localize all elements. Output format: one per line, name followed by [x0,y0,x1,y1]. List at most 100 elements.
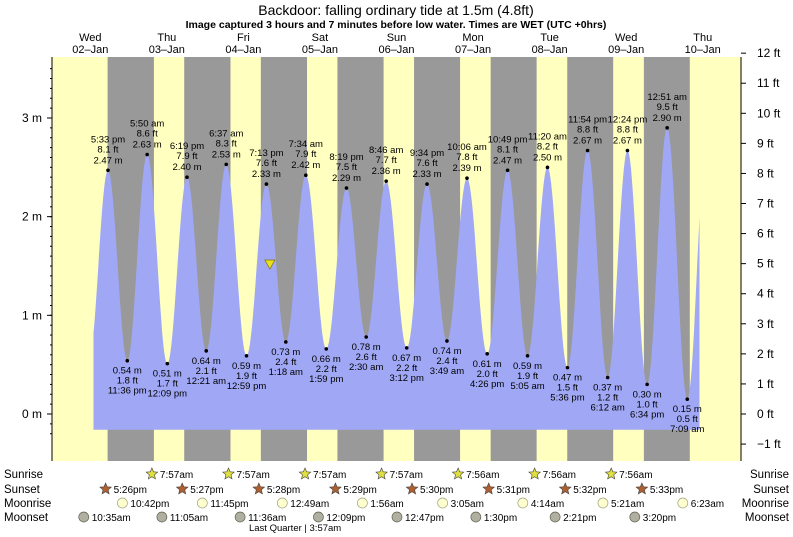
extreme-time: 5:50 am [130,118,164,129]
right-tick-label: 6 ft [757,227,774,241]
row-label-right-moonset: Moonset [745,512,790,524]
extreme-point [465,176,469,180]
moonrise-icon [677,497,689,509]
extreme-point [645,382,649,387]
day-name: Fri [237,32,250,44]
moonset-icon [549,511,561,523]
extreme-time: 6:37 am [209,128,243,139]
extreme-time: 12:51 am [647,92,687,103]
sunset-icon [99,482,113,495]
extreme-point [605,375,610,380]
extreme-ft: 2.0 ft [477,369,498,380]
extreme-time: 11:36 pm [108,386,147,397]
right-tick-label: 11 ft [757,76,780,90]
extreme-point [304,173,308,178]
extreme-ft: 7.9 ft [176,151,197,162]
right-tick-label: 5 ft [757,257,774,271]
right-tick-label: 10 ft [757,106,781,120]
extreme-time: 6:12 am [591,402,625,413]
extreme-time: 7:13 pm [249,148,283,159]
extreme-point [425,182,429,186]
sunset-icon [252,482,266,495]
extreme-m: 2.63 m [133,139,162,150]
sunrise-icon [222,467,235,480]
extreme-point [384,179,388,183]
extreme-time: 12:09 pm [147,389,187,400]
day-date: 06–Jan [378,44,414,56]
extreme-point [505,168,510,173]
sunrise-time: 7:57am [313,470,346,481]
extreme-ft: 1.2 ft [597,392,618,403]
extreme-ft: 1.9 ft [236,371,257,382]
extreme-m: 2.47 m [493,155,522,166]
extreme-m: 2.40 m [172,162,201,173]
moonset-icon [78,511,90,523]
extreme-point [364,335,368,339]
extreme-ft: 8.3 ft [216,138,237,149]
extreme-ft: 7.5 ft [336,162,357,173]
right-tick-label: −1 ft [757,437,781,451]
right-tick-label: 3 ft [757,317,774,331]
extreme-m: 0.47 m [553,373,582,384]
moonset-icon [156,511,168,523]
day-date: 05–Jan [302,44,338,56]
extreme-point [665,126,669,130]
extreme-time: 11:54 pm [568,115,607,126]
moonset-time: 3:20pm [643,513,676,524]
sunrise-icon [298,467,312,480]
extreme-point [404,346,409,350]
day-name: Wed [79,32,101,44]
extreme-m: 0.59 m [513,361,542,372]
right-tick-label: 8 ft [757,166,774,180]
day-date: 09–Jan [608,44,644,56]
extreme-time: 2:30 am [349,362,383,373]
sunset-icon [635,482,649,495]
extreme-point [125,358,130,363]
astronomy-rows: Sunrise Sunrise Sunset Sunset Moonrise Moonri… [4,467,790,534]
extreme-m: 0.67 m [392,353,421,364]
day-name: Sat [312,32,329,44]
extreme-m: 0.54 m [113,366,142,377]
moonrise-icon [117,497,128,509]
day-name: Thu [157,32,176,44]
right-tick-label: 9 ft [757,136,774,150]
moonrise-time: 5:21am [611,499,644,510]
extreme-point [244,353,249,358]
extreme-point [445,339,449,343]
extreme-point [685,397,690,401]
moonset-icon [313,511,324,523]
sunset-time: 5:26pm [114,485,147,496]
sunrise-time: 7:56am [543,470,576,481]
moonset-time: 11:36am [248,513,286,524]
extreme-m: 0.66 m [312,354,341,365]
extreme-point [106,168,110,173]
row-label-left-moonset: Moonset [4,512,49,524]
extreme-ft: 7.8 ft [456,152,477,163]
extreme-ft: 8.2 ft [537,141,558,152]
extreme-point [165,361,170,366]
extreme-time: 3:12 pm [390,373,424,384]
right-tick-label: 7 ft [757,197,774,211]
moonrise-time: 12:49am [290,499,329,510]
extreme-ft: 8.1 ft [497,144,518,155]
moonrise-time: 11:45pm [210,499,248,510]
sunset-time: 5:29pm [343,485,376,496]
tide-area [93,128,700,430]
extreme-time: 10:06 am [447,142,487,153]
extreme-m: 0.64 m [192,356,221,367]
extreme-time: 6:34 pm [630,409,664,420]
moonset-icon [391,511,403,523]
extreme-time: 7:09 am [670,424,704,435]
row-label-left-sunrise: Sunrise [4,469,43,481]
extreme-ft: 7.9 ft [295,149,316,160]
extreme-point [284,340,288,344]
sunset-icon [328,482,342,495]
extreme-m: 0.73 m [271,347,300,358]
extreme-ft: 1.8 ft [117,376,138,387]
sunrise-icon [451,467,465,480]
extreme-point [545,165,550,170]
day-name: Wed [615,32,637,44]
extreme-m: 0.51 m [153,369,182,380]
extreme-m: 2.53 m [212,149,241,160]
extreme-m: 2.42 m [291,160,320,171]
